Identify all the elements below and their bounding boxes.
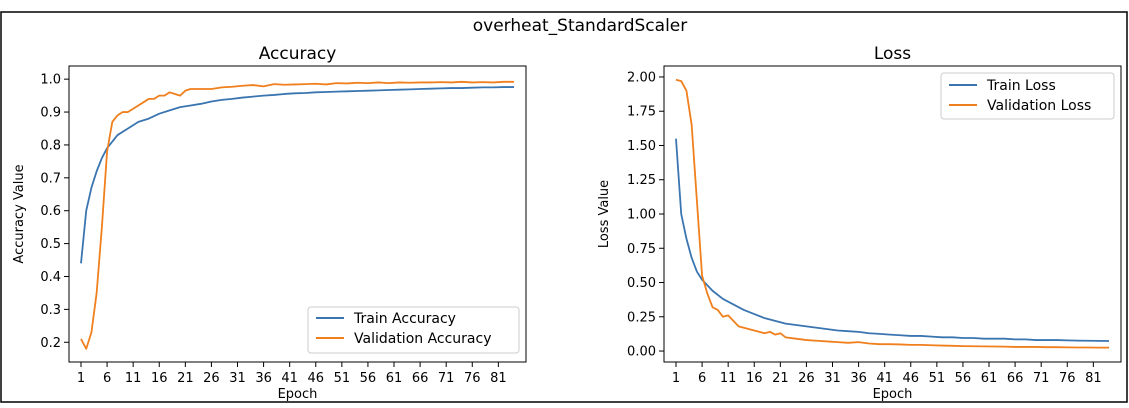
accuracy-ytick-label: 0.8 xyxy=(40,138,61,153)
accuracy-xtick-label: 11 xyxy=(125,371,142,386)
loss-xtick-label: 71 xyxy=(1033,371,1050,386)
accuracy-x-axis: 1 6 11 16 21 26 31 36 41 46 51 56 61 66 71 76 81 xyxy=(77,362,507,386)
figure-suptitle: overheat_StandardScaler xyxy=(473,16,688,36)
loss-xtick-label: 16 xyxy=(746,371,763,386)
accuracy-title: Accuracy xyxy=(259,44,337,64)
accuracy-xtick-label: 21 xyxy=(177,371,194,386)
accuracy-xtick-label: 1 xyxy=(77,371,85,386)
accuracy-ytick-label: 0.6 xyxy=(40,204,61,219)
loss-legend: Train Loss Validation Loss xyxy=(940,72,1115,120)
accuracy-xtick-label: 56 xyxy=(360,371,377,386)
loss-xtick-label: 56 xyxy=(955,371,972,386)
loss-ytick-label: 1.25 xyxy=(627,173,656,188)
loss-ytick-label: 0.50 xyxy=(627,276,656,291)
figure-border xyxy=(0,11,1128,403)
accuracy-xtick-label: 31 xyxy=(229,371,246,386)
loss-series-validation-line xyxy=(675,78,1109,349)
loss-xtick-label: 36 xyxy=(850,371,867,386)
accuracy-xlabel: Epoch xyxy=(278,387,318,402)
accuracy-ytick-label: 0.4 xyxy=(40,270,61,285)
loss-ytick-label: 2.00 xyxy=(627,70,656,85)
loss-xtick-label: 66 xyxy=(1007,371,1024,386)
loss-ytick-label: 0.75 xyxy=(627,242,656,257)
loss-ytick-label: 0.00 xyxy=(627,345,656,360)
accuracy-legend-label-validation: Validation Accuracy xyxy=(354,331,492,347)
accuracy-xtick-label: 51 xyxy=(334,371,351,386)
accuracy-ytick-label: 0.2 xyxy=(40,336,61,351)
loss-xtick-label: 1 xyxy=(672,371,680,386)
accuracy-xtick-label: 36 xyxy=(255,371,272,386)
loss-ytick-label: 0.25 xyxy=(627,310,656,325)
loss-ytick-label: 1.00 xyxy=(627,208,656,223)
accuracy-series-validation-line xyxy=(80,80,514,350)
accuracy-xtick-label: 61 xyxy=(386,371,403,386)
accuracy-series-train-line xyxy=(80,86,514,264)
loss-y-axis: 0.00 0.25 0.50 0.75 1.00 1.25 1.50 1.75 2.00 xyxy=(627,70,664,360)
accuracy-ylabel: Accuracy Value xyxy=(12,164,27,263)
accuracy-legend-label-train: Train Accuracy xyxy=(353,311,456,327)
loss-xlabel: Epoch xyxy=(873,387,913,402)
loss-xtick-label: 61 xyxy=(981,371,998,386)
accuracy-xtick-label: 66 xyxy=(412,371,429,386)
accuracy-xtick-label: 71 xyxy=(438,371,455,386)
accuracy-xtick-label: 76 xyxy=(464,371,481,386)
loss-xtick-label: 6 xyxy=(698,371,706,386)
loss-xtick-label: 76 xyxy=(1059,371,1076,386)
loss-title: Loss xyxy=(874,44,911,64)
loss-plot-area xyxy=(675,78,1110,349)
loss-xtick-label: 31 xyxy=(824,371,841,386)
loss-ytick-label: 1.75 xyxy=(627,105,656,120)
accuracy-axes-frame xyxy=(68,65,527,363)
loss-xtick-label: 46 xyxy=(902,371,919,386)
accuracy-xtick-label: 6 xyxy=(103,371,111,386)
loss-xtick-label: 26 xyxy=(798,371,815,386)
accuracy-legend: Train Accuracy Validation Accuracy xyxy=(307,306,520,354)
accuracy-xtick-label: 46 xyxy=(307,371,324,386)
loss-series-train-line xyxy=(675,138,1110,342)
accuracy-ytick-label: 0.5 xyxy=(40,237,61,252)
accuracy-legend-box xyxy=(307,306,520,354)
loss-ytick-label: 1.50 xyxy=(627,139,656,154)
accuracy-xtick-label: 16 xyxy=(151,371,168,386)
loss-legend-label-train: Train Loss xyxy=(986,78,1056,94)
accuracy-ytick-label: 0.9 xyxy=(40,106,61,121)
accuracy-xtick-label: 81 xyxy=(490,371,507,386)
loss-x-axis: 1 6 11 16 21 26 31 36 41 46 51 56 61 66 71 76 81 xyxy=(672,362,1102,386)
accuracy-y-axis: 0.2 0.3 0.4 0.5 0.6 0.7 0.8 0.9 1.0 xyxy=(40,73,69,351)
accuracy-xtick-label: 41 xyxy=(281,371,298,386)
loss-xtick-label: 21 xyxy=(772,371,789,386)
accuracy-ytick-label: 0.7 xyxy=(40,171,61,186)
loss-xtick-label: 81 xyxy=(1085,371,1102,386)
accuracy-plot-area xyxy=(80,80,514,350)
loss-ylabel: Loss Value xyxy=(597,180,612,248)
accuracy-ytick-label: 1.0 xyxy=(40,73,61,88)
loss-legend-label-validation: Validation Loss xyxy=(987,98,1091,114)
accuracy-xtick-label: 26 xyxy=(203,371,220,386)
loss-xtick-label: 11 xyxy=(720,371,737,386)
loss-xtick-label: 41 xyxy=(876,371,893,386)
loss-legend-box xyxy=(940,72,1115,120)
accuracy-ytick-label: 0.3 xyxy=(40,303,61,318)
loss-xtick-label: 51 xyxy=(929,371,946,386)
loss-panel: Loss 0.00 0.25 0.50 0.75 1.00 1.25 1.50 1.75 2.0… xyxy=(597,44,1122,402)
